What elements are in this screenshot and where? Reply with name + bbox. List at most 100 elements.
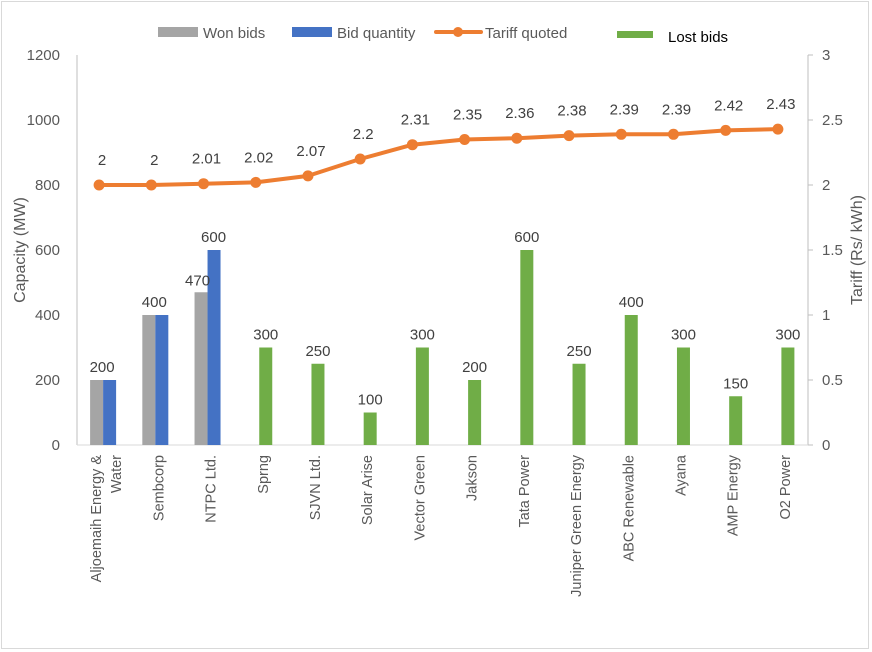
data-label-won-bids: 470 [185, 272, 210, 289]
bar-won-bids [90, 380, 104, 445]
category-label-line: ABC Renewable [621, 455, 637, 561]
data-label-tariff: 2 [150, 152, 158, 169]
y-tick-label: 200 [35, 372, 60, 389]
y-tick-label: 0 [52, 437, 60, 454]
legend-swatch-lost-bids [617, 31, 653, 38]
category-label: AMP Energy [726, 454, 742, 536]
tariff-marker [772, 123, 784, 135]
data-label-tariff: 2.01 [192, 151, 221, 168]
tariff-marker [667, 128, 679, 140]
legend-label-lost-bids: Lost bids [668, 29, 728, 46]
y-axis-title: Capacity (MW) [12, 197, 29, 303]
category-label-line: Tata Power [517, 455, 533, 528]
bar-lost-bids [415, 347, 429, 445]
bar-lost-bids [259, 347, 273, 445]
category-label-line: Sprng [256, 455, 272, 494]
bar-bid-quantity [103, 380, 117, 445]
y-tick-label: 800 [35, 177, 60, 194]
category-label-line: Jakson [465, 455, 481, 501]
tariff-marker [250, 176, 262, 188]
tariff-marker [459, 134, 471, 145]
data-label-tariff: 2.35 [453, 107, 482, 124]
data-label-lost-bids: 200 [462, 359, 487, 376]
data-label-bid-quantity: 400 [142, 294, 167, 311]
bar-lost-bids [311, 363, 325, 445]
data-label-lost-bids: 300 [671, 327, 696, 344]
data-label-tariff: 2.38 [557, 103, 586, 120]
tariff-marker [563, 130, 575, 142]
category-label: SJVN Ltd. [308, 455, 324, 520]
category-label-line: NTPC Ltd. [204, 455, 220, 523]
category-label-line: Sembcorp [151, 455, 167, 521]
data-label-lost-bids: 300 [410, 327, 435, 344]
data-label-bid-quantity: 200 [90, 359, 115, 376]
category-label: Sprng [256, 455, 272, 494]
y2-tick-label: 3 [822, 47, 830, 64]
y-tick-label: 1200 [27, 47, 60, 64]
category-label-line: Juniper Green Energy [569, 454, 585, 597]
data-label-tariff: 2 [98, 152, 106, 169]
y-tick-label: 1000 [27, 112, 60, 129]
y-tick-label: 600 [35, 242, 60, 259]
category-label-line: Aljoemaih Energy & [89, 455, 105, 583]
category-label: Vector Green [412, 455, 428, 540]
category-label: Sembcorp [151, 455, 167, 521]
data-label-tariff: 2.02 [244, 149, 273, 166]
y-tick-label: 400 [35, 307, 60, 324]
category-labels: Aljoemaih Energy & Water Sembcorp NTPC Ltd.… [89, 454, 794, 597]
data-label-tariff: 2.31 [401, 112, 430, 129]
legend-swatch-won-bids [158, 27, 198, 37]
bar-bid-quantity [207, 250, 221, 445]
bar-won-bids [142, 315, 156, 445]
bar-lost-bids [781, 347, 795, 445]
bars [90, 250, 795, 445]
y2-tick-label: 2.5 [822, 112, 843, 129]
category-label-line: SJVN Ltd. [308, 455, 324, 520]
data-label-tariff: 2.43 [766, 96, 795, 113]
category-label-line: Water [109, 455, 125, 493]
category-label: ABC Renewable [621, 455, 637, 561]
data-label-lost-bids: 300 [775, 327, 800, 344]
bar-lost-bids [468, 380, 482, 445]
category-label-line: Vector Green [412, 455, 428, 540]
category-label-line: Ayana [673, 454, 689, 496]
category-label: Juniper Green Energy [569, 454, 585, 597]
tariff-marker [145, 179, 157, 191]
data-label-lost-bids: 250 [305, 343, 330, 360]
data-label-lost-bids: 400 [619, 294, 644, 311]
bar-lost-bids [676, 347, 690, 445]
data-label-lost-bids: 100 [358, 392, 383, 409]
bar-lost-bids [624, 315, 638, 445]
tariff-marker [93, 179, 105, 191]
category-label: Solar Arise [360, 455, 376, 525]
category-label-line: Solar Arise [360, 455, 376, 525]
y2-axis-title: Tariff (Rs/ kWh) [849, 195, 866, 305]
y2-tick-label: 1.5 [822, 242, 843, 259]
legend-swatch-tariff-marker [453, 27, 463, 37]
category-label: Tata Power [517, 455, 533, 528]
category-label: Ayana [673, 454, 689, 496]
tariff-marker [198, 178, 210, 190]
legend-label-tariff-quoted: Tariff quoted [485, 25, 567, 42]
data-label-tariff: 2.39 [662, 101, 691, 118]
data-label-tariff: 2.36 [505, 105, 534, 122]
y2-tick-label: 2 [822, 177, 830, 194]
tariff-marker [511, 132, 523, 144]
bar-lost-bids [520, 250, 534, 445]
data-label-tariff: 2.42 [714, 97, 743, 114]
data-label-tariff: 2.39 [610, 101, 639, 118]
legend-swatch-bid-quantity [292, 27, 332, 37]
tariff-line-series [93, 123, 784, 191]
legend-label-won-bids: Won bids [203, 25, 265, 42]
tariff-marker [302, 170, 314, 182]
data-label-lost-bids: 600 [514, 229, 539, 246]
tariff-line [99, 127, 778, 187]
data-label-lost-bids: 250 [567, 343, 592, 360]
y2-tick-label: 0 [822, 437, 830, 454]
bar-lost-bids [729, 396, 743, 445]
category-label: NTPC Ltd. [204, 455, 220, 523]
tariff-marker [354, 153, 366, 165]
tariff-marker [720, 124, 732, 136]
